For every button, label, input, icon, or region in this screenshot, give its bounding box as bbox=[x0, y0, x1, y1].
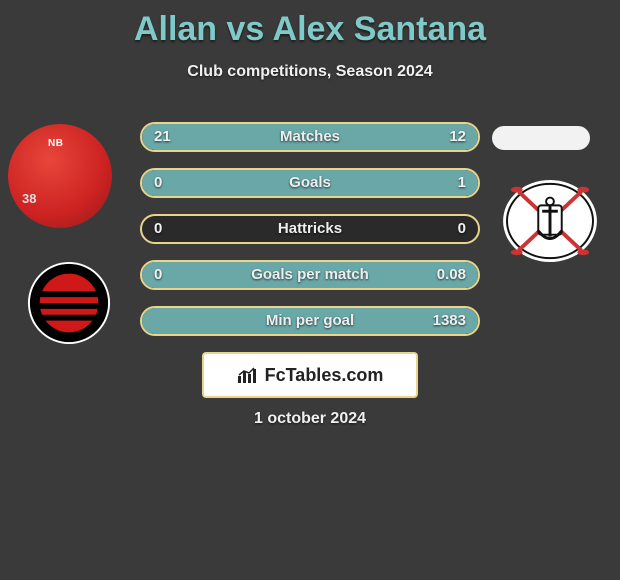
stat-label: Matches bbox=[142, 124, 478, 150]
player-right-avatar bbox=[492, 126, 590, 150]
stat-row: 21Matches12 bbox=[140, 122, 480, 152]
stat-value-right: 1 bbox=[458, 170, 466, 196]
stat-label: Hattricks bbox=[142, 216, 478, 242]
stat-value-right: 12 bbox=[449, 124, 466, 150]
stat-row: 0Hattricks0 bbox=[140, 214, 480, 244]
chart-icon bbox=[237, 366, 259, 384]
stat-label: Goals per match bbox=[142, 262, 478, 288]
date-label: 1 october 2024 bbox=[0, 410, 620, 428]
stat-value-right: 1383 bbox=[433, 308, 466, 334]
stat-row: 0Goals1 bbox=[140, 168, 480, 198]
jersey-brand: NB bbox=[48, 138, 63, 149]
player-left-avatar: NB 38 bbox=[8, 124, 112, 228]
stat-row: Min per goal1383 bbox=[140, 306, 480, 336]
page-title: Allan vs Alex Santana bbox=[0, 0, 620, 49]
stat-value-right: 0 bbox=[458, 216, 466, 242]
stat-row: 0Goals per match0.08 bbox=[140, 260, 480, 290]
jersey-number: 38 bbox=[22, 191, 36, 206]
brand-box[interactable]: FcTables.com bbox=[202, 352, 418, 398]
stat-value-right: 0.08 bbox=[437, 262, 466, 288]
brand-label: FcTables.com bbox=[265, 365, 384, 386]
stats-container: 21Matches120Goals10Hattricks00Goals per … bbox=[140, 122, 480, 352]
page-subtitle: Club competitions, Season 2024 bbox=[0, 63, 620, 81]
club-right-crest bbox=[500, 178, 600, 264]
stat-label: Goals bbox=[142, 170, 478, 196]
stat-label: Min per goal bbox=[142, 308, 478, 334]
club-left-crest bbox=[20, 260, 118, 346]
